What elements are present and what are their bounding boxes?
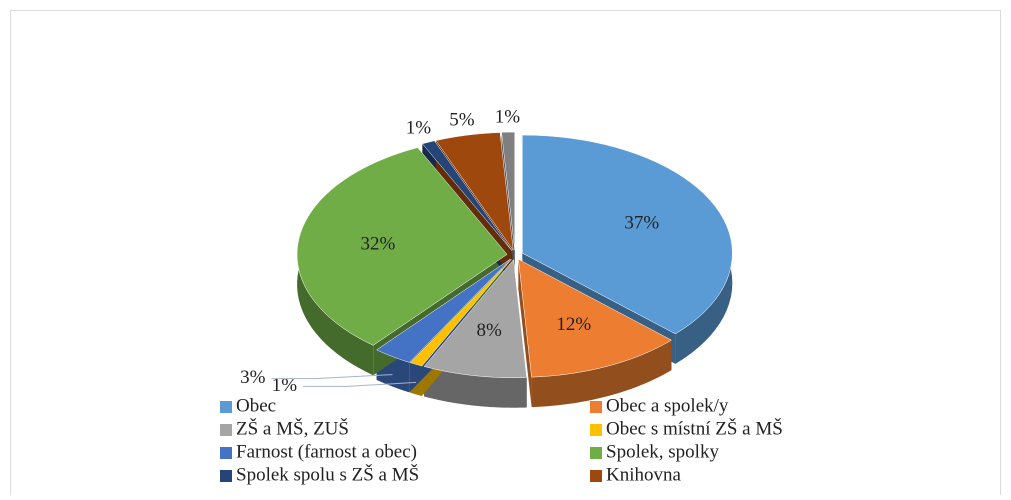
- leader-line: [271, 374, 393, 380]
- data-label: 37%: [624, 212, 659, 233]
- legend-label: Knihovna: [606, 464, 682, 485]
- data-label: 3%: [240, 367, 266, 388]
- legend-swatch: [220, 447, 232, 459]
- slice: [421, 140, 513, 251]
- legend: Obec Obec a spolek/y ZŠ a MŠ, ZUŠ Obec s mí…: [220, 395, 783, 485]
- legend-label: Obec: [236, 395, 276, 416]
- data-label: 1%: [495, 106, 521, 127]
- legend-label: Spolek, spolky: [606, 441, 719, 462]
- data-label: 5%: [449, 110, 475, 131]
- legend-label: Spolek spolu s ZŠ a MŠ: [236, 463, 419, 485]
- data-label: 8%: [476, 320, 502, 341]
- data-label: 1%: [272, 375, 298, 396]
- legend-swatch: [590, 470, 602, 482]
- slice: [296, 147, 508, 346]
- slice: [376, 258, 511, 363]
- slice: [518, 258, 673, 378]
- data-label: 32%: [360, 234, 395, 255]
- legend-label: Obec s místní ZŠ a MŠ: [606, 417, 783, 439]
- legend-swatch: [220, 470, 232, 482]
- slice: [522, 134, 733, 335]
- labels: 37% 12% 8% 1% 3% 32% 1% 5% 1%: [240, 106, 659, 395]
- slice-wall: [424, 366, 527, 408]
- legend-label: Farnost (farnost a obec): [236, 441, 417, 462]
- slice: [435, 132, 514, 251]
- data-label: 1%: [406, 118, 432, 139]
- slice: [423, 259, 527, 378]
- leader-line: [303, 381, 417, 387]
- tops: [296, 131, 733, 378]
- slice-wall-inner: [518, 259, 532, 408]
- data-label: 12%: [556, 314, 591, 335]
- legend-swatch: [220, 401, 232, 413]
- chart-border: [10, 10, 1001, 500]
- slice: [501, 131, 515, 251]
- slice-wall: [531, 340, 672, 408]
- legend-swatch: [590, 401, 602, 413]
- legend-label: ZŠ a MŠ, ZUŠ: [236, 417, 349, 439]
- legend-swatch: [220, 424, 232, 436]
- legend-swatch: [590, 447, 602, 459]
- legend-label: Obec a spolek/y: [606, 395, 729, 416]
- slice: [409, 259, 512, 367]
- legend-swatch: [590, 424, 602, 436]
